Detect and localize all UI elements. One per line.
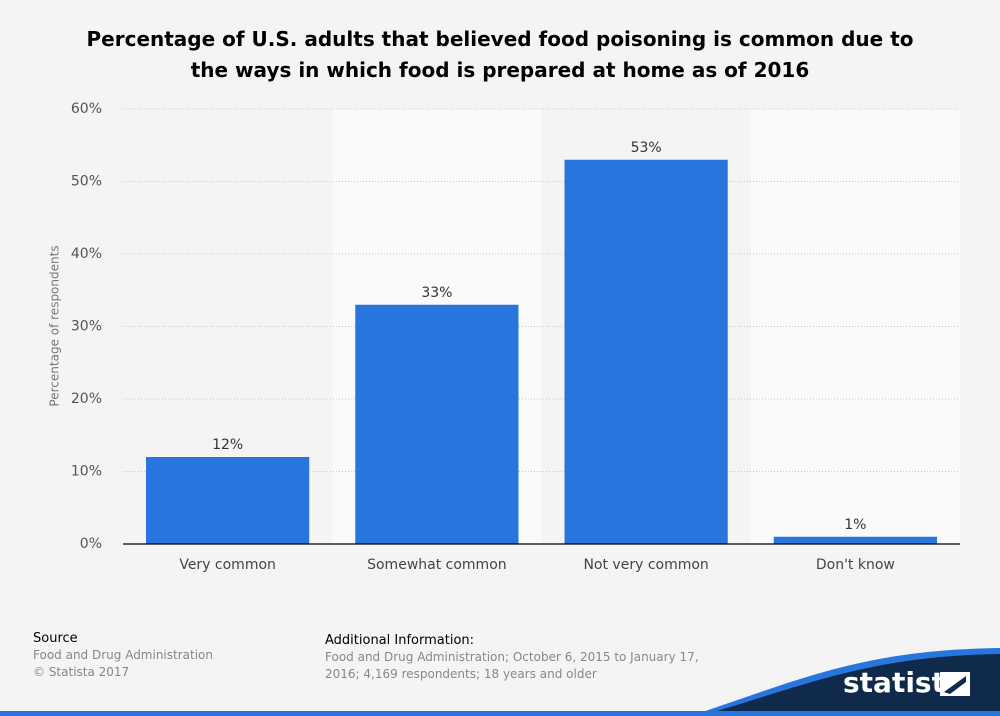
bar: [564, 159, 728, 544]
y-tick-label: 10%: [71, 464, 102, 480]
y-tick-label: 40%: [71, 246, 102, 262]
value-label: 12%: [212, 437, 243, 453]
y-tick-label: 60%: [71, 101, 102, 117]
footer-wave-dark: [700, 654, 1000, 716]
chart-title: Percentage of U.S. adults that believed …: [86, 27, 914, 82]
bar: [773, 536, 937, 544]
info-text: Food and Drug Administration; October 6,…: [325, 650, 699, 681]
value-label: 1%: [844, 517, 866, 533]
copyright: © Statista 2017: [33, 665, 130, 679]
source-heading: Source: [33, 631, 78, 646]
x-tick-label: Not very common: [583, 557, 708, 573]
y-tick-label: 50%: [71, 174, 102, 190]
value-label: 53%: [631, 140, 662, 156]
footer-bar: [0, 711, 1000, 716]
bar: [146, 457, 310, 544]
additional-info: Additional Information: Food and Drug Ad…: [325, 632, 715, 683]
bar: [355, 304, 519, 544]
y-tick-label: 0%: [80, 536, 102, 552]
source-text: Food and Drug Administration: [33, 648, 213, 662]
x-tick-label: Somewhat common: [367, 557, 507, 573]
x-tick-label: Don't know: [816, 557, 895, 573]
y-tick-label: 30%: [71, 319, 102, 335]
y-tick-label: 20%: [71, 391, 102, 407]
logo-icon-mark: [944, 676, 966, 694]
info-heading: Additional Information:: [325, 633, 475, 648]
x-tick-label: Very common: [179, 557, 276, 573]
source: Source Food and Drug Administration © St…: [33, 630, 213, 681]
y-axis-label: Percentage of respondents: [48, 245, 62, 406]
value-label: 33%: [421, 285, 452, 301]
